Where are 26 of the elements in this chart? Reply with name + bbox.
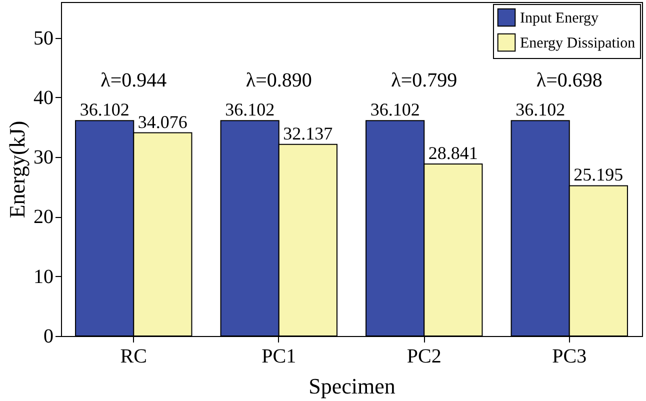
x-tick-label: PC2 [406, 346, 442, 368]
x-tick-label: PC1 [262, 346, 296, 368]
annotation: λ=0.890 [246, 70, 312, 92]
data-label: 28.841 [428, 142, 478, 163]
annotation: λ=0.944 [100, 70, 167, 92]
data-label: 36.102 [80, 100, 130, 120]
data-label: 25.195 [574, 164, 624, 185]
legend-label: Energy Dissipation [520, 36, 636, 52]
x-tick-label: PC3 [552, 346, 587, 368]
data-label: 36.102 [516, 100, 566, 120]
data-label: 36.102 [370, 100, 420, 120]
y-tick-label: 30 [34, 146, 54, 169]
data-label: 34.076 [138, 112, 188, 132]
y-tick-label: 50 [34, 27, 54, 50]
x-tick-label: RC [120, 346, 147, 368]
annotation: λ=0.698 [536, 70, 602, 92]
data-label: 36.102 [225, 100, 275, 120]
y-tick-label: 0 [44, 326, 54, 348]
y-tick-label: 20 [34, 206, 54, 228]
data-label: 32.137 [283, 123, 333, 144]
annotation: λ=0.799 [391, 70, 458, 92]
y-tick-label: 40 [34, 86, 54, 109]
y-axis-title: Energy(kJ) [4, 120, 30, 218]
x-axis-title: Specimen [308, 374, 396, 398]
legend-label: Input Energy [520, 10, 599, 26]
y-tick-label: 10 [34, 266, 54, 288]
